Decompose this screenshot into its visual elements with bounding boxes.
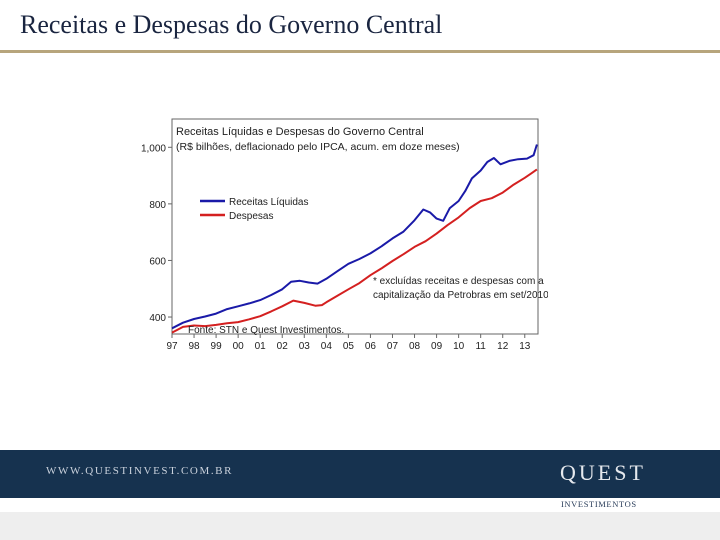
chart-source: Fonte: STN e Quest Investimentos. (188, 325, 344, 336)
title-divider (0, 50, 720, 53)
x-axis: 97 98 99 00 01 02 03 04 05 06 07 08 09 10 11 12 13 (166, 334, 531, 352)
x-tick-label: 01 (255, 341, 267, 352)
legend: Receitas Líquidas Despesas (200, 197, 309, 222)
footer-url[interactable]: WWW.QUESTINVEST.COM.BR (46, 465, 234, 477)
chart-subtitle: (R$ bilhões, deflacionado pelo IPCA, acu… (176, 141, 460, 153)
chart: Receitas Líquidas e Despesas do Governo … (128, 108, 549, 358)
x-tick-label: 10 (453, 341, 465, 352)
slide-title: Receitas e Despesas do Governo Central (20, 10, 443, 39)
x-tick-label: 04 (321, 341, 333, 352)
x-tick-label: 13 (519, 341, 531, 352)
series-layer (171, 144, 538, 334)
plot-frame (171, 118, 539, 335)
legend-label: Receitas Líquidas (229, 197, 309, 208)
x-tick-label: 08 (409, 341, 421, 352)
y-tick-label: 800 (149, 200, 166, 211)
quest-logo: QUEST (560, 460, 646, 485)
series-line-despesas (171, 168, 538, 334)
x-tick-label: 07 (387, 341, 399, 352)
x-tick-label: 05 (343, 341, 355, 352)
y-tick-label: 600 (149, 256, 166, 267)
series-line-receitas (171, 144, 538, 330)
x-tick-label: 02 (277, 341, 289, 352)
legend-label: Despesas (229, 211, 273, 222)
line-chart: Receitas Líquidas e Despesas do Governo … (141, 118, 549, 352)
x-tick-label: 12 (497, 341, 509, 352)
y-axis: 400 600 800 1,000 (141, 143, 172, 324)
x-tick-label: 11 (475, 341, 486, 352)
x-tick-label: 09 (431, 341, 443, 352)
bottom-band (0, 512, 720, 540)
x-tick-label: 06 (365, 341, 377, 352)
y-tick-label: 1,000 (141, 143, 166, 154)
footer-bar (0, 450, 720, 498)
x-tick-label: 03 (299, 341, 311, 352)
annotation: * excluídas receitas e despesas com a cap… (373, 276, 549, 301)
svg-text:* excluídas receitas e despesa: * excluídas receitas e despesas com a cap… (373, 276, 548, 301)
x-tick-label: 00 (233, 341, 245, 352)
chart-title: Receitas Líquidas e Despesas do Governo … (176, 126, 424, 138)
x-tick-label: 99 (211, 341, 223, 352)
y-tick-label: 400 (149, 313, 166, 324)
x-tick-label: 98 (188, 341, 200, 352)
x-tick-label: 97 (166, 341, 178, 352)
quest-logo-subtitle: INVESTIMENTOS (561, 499, 637, 509)
